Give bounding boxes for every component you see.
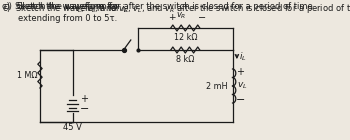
Text: c)  Sketch the waveform for: c) Sketch the waveform for <box>2 2 121 11</box>
Text: −: − <box>198 13 206 23</box>
Text: +: + <box>80 94 88 104</box>
Text: $i_L$, $v_L$, and $v_R$: $i_L$, $v_L$, and $v_R$ <box>75 2 129 15</box>
Text: 1 MΩ: 1 MΩ <box>17 71 38 80</box>
Text: 45 V: 45 V <box>63 123 82 132</box>
Text: −: − <box>236 95 246 105</box>
Text: 12 kΩ: 12 kΩ <box>174 33 197 42</box>
Text: 2 mH: 2 mH <box>206 81 228 90</box>
Text: c)  Sketch the waveform for $i_L$, $v_L$, and $v_R$ after the switch is closed f: c) Sketch the waveform for $i_L$, $v_L$,… <box>2 2 350 15</box>
Text: +: + <box>168 13 175 22</box>
Text: +: + <box>236 67 244 77</box>
Text: $v_L$: $v_L$ <box>237 81 247 91</box>
Text: −: − <box>80 104 89 114</box>
Text: $i_L$: $i_L$ <box>239 51 247 63</box>
Text: $v_R$: $v_R$ <box>176 10 187 21</box>
Text: extending from 0 to 5τ.: extending from 0 to 5τ. <box>18 14 117 23</box>
Text: 8 kΩ: 8 kΩ <box>176 55 195 64</box>
Text: after the switch is closed for a period of time: after the switch is closed for a period … <box>121 2 313 11</box>
Text: c)  Sketch the waveform for: c) Sketch the waveform for <box>4 2 123 11</box>
